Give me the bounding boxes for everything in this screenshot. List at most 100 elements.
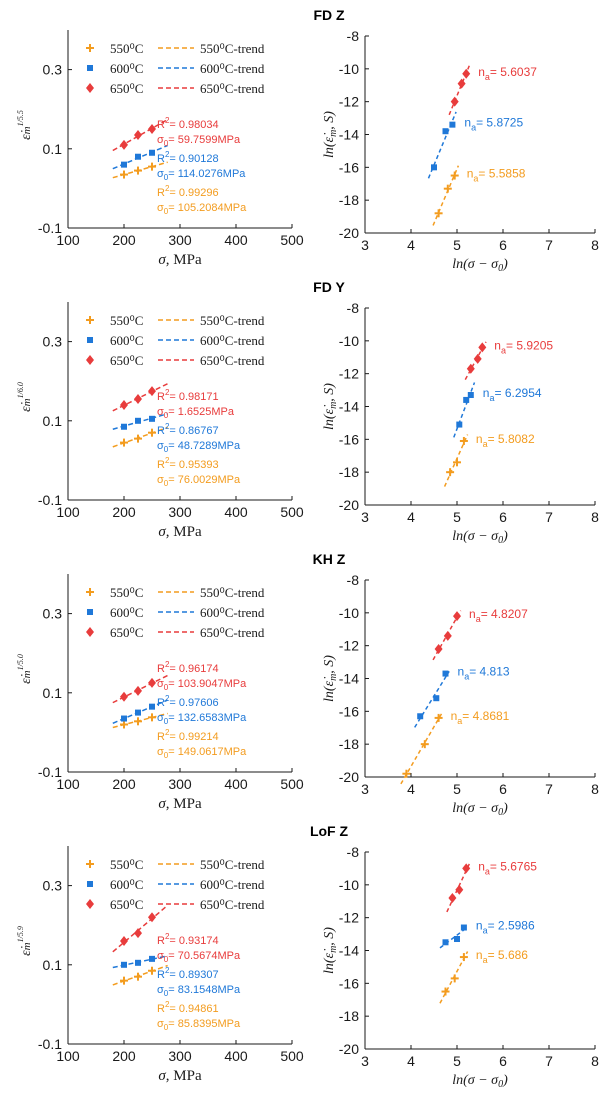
data-point [135, 153, 141, 160]
right-chart: 3 4 5 6 7 8 -20 -18 -16 -14 -12 -10 -8 ln(σ − σ0) ln(ε… [322, 300, 599, 546]
y-tick-label: -8 [347, 572, 360, 588]
legend-trend-label: 550⁰C-trend [200, 585, 265, 600]
x-tick-label: 6 [499, 781, 507, 797]
legend-trend-label: 600⁰C-trend [200, 877, 265, 892]
y-tick-label: -20 [339, 225, 359, 241]
data-point [120, 399, 128, 410]
y-tick-label: -20 [339, 1041, 359, 1057]
sigma0-annotation: σ0= 103.9047MPa [157, 678, 247, 692]
legend-marker [87, 609, 93, 615]
r2-annotation: R2= 0.89307 [157, 966, 219, 981]
data-point [149, 415, 155, 422]
right-chart: 3 4 5 6 7 8 -20 -18 -16 -14 -12 -10 -8 ln(σ − σ0) ln(ε… [322, 844, 599, 1090]
data-point [417, 713, 424, 720]
data-point [446, 468, 455, 477]
x-tick-label: 7 [545, 509, 553, 525]
y-tick-label: -16 [339, 975, 359, 991]
y-tick-label: -12 [339, 366, 359, 382]
r2-annotation: R2= 0.98171 [157, 388, 219, 403]
y-tick-label: -14 [339, 127, 359, 143]
panel-title: LoF Z [310, 823, 349, 839]
y-tick-label: -18 [339, 736, 359, 752]
data-point [148, 713, 156, 722]
legend-label: 600⁰C [110, 877, 143, 892]
y-tick-label: -20 [339, 769, 359, 785]
x-tick-label: 4 [407, 237, 415, 253]
left-chart: 100 200 300 400 500 -0.1 0.1 0.3 σ, MPa ε̇m1/6.0 5… [16, 302, 304, 540]
data-point [121, 423, 127, 430]
x-tick-label: 3 [361, 781, 369, 797]
y-tick-label: -14 [339, 671, 359, 687]
na-label: na= 5.5858 [467, 167, 526, 184]
x-tick-label: 200 [112, 232, 136, 248]
data-point [467, 392, 474, 399]
y-tick-label: -18 [339, 1008, 359, 1024]
x-tick-label: 200 [112, 776, 136, 792]
x-tick-label: 5 [453, 237, 461, 253]
data-point [134, 928, 142, 939]
y-tick-label: -0.1 [38, 764, 62, 780]
legend-marker [86, 627, 94, 637]
sigma0-annotation: σ0= 105.2084MPa [157, 202, 247, 216]
y-axis-label: ε̇m1/5.9 [16, 926, 34, 956]
left-chart: 100 200 300 400 500 -0.1 0.1 0.3 σ, MPa ε̇m1/5.9 5… [16, 846, 304, 1084]
trend-line [112, 964, 168, 986]
data-point [473, 353, 482, 364]
data-point [455, 884, 464, 895]
legend-trend-label: 650⁰C-trend [200, 625, 265, 640]
legend-trend-label: 550⁰C-trend [200, 857, 265, 872]
y-tick-label: -8 [347, 300, 360, 316]
legend-label: 600⁰C [110, 333, 143, 348]
y-axis-label: ln(ε̇m, S) [322, 927, 339, 974]
sigma0-annotation: σ0= 59.7599MPa [157, 134, 241, 148]
panel-1: FD Y 100 200 300 400 500 -0.1 0.1 0.3 σ, MPa ε̇m1/… [16, 279, 599, 546]
legend-marker [86, 44, 94, 52]
y-axis-label: ln(ε̇m, S) [322, 383, 339, 430]
r2-annotation: R2= 0.98034 [157, 116, 219, 131]
sigma0-annotation: σ0= 1.6525MPa [157, 406, 235, 420]
y-axis-label: ε̇m1/5.0 [16, 654, 34, 684]
y-tick-label: 0.3 [43, 334, 63, 350]
x-tick-label: 400 [224, 776, 248, 792]
legend-trend-label: 550⁰C-trend [200, 41, 265, 56]
data-point [121, 161, 127, 168]
legend-marker [86, 316, 94, 324]
legend-label: 600⁰C [110, 605, 143, 620]
data-point [120, 170, 128, 179]
x-tick-label: 4 [407, 781, 415, 797]
data-point [459, 953, 468, 962]
y-tick-label: -12 [339, 94, 359, 110]
data-point [134, 166, 142, 175]
na-label: na= 5.6037 [478, 65, 537, 82]
x-tick-label: 5 [453, 509, 461, 525]
data-point [434, 209, 443, 218]
r2-annotation: R2= 0.86767 [157, 422, 219, 437]
x-axis-label: ln(σ − σ0) [452, 529, 508, 546]
y-axis-label: ln(ε̇m, S) [322, 111, 339, 158]
y-tick-label: 0.1 [43, 957, 63, 973]
legend-marker [86, 588, 94, 596]
legend-trend-label: 650⁰C-trend [200, 897, 265, 912]
trend-line [112, 426, 168, 448]
na-label: na= 6.2954 [483, 386, 542, 403]
data-point [149, 955, 155, 962]
data-point [450, 171, 459, 180]
x-tick-label: 6 [499, 509, 507, 525]
x-tick-label: 8 [591, 781, 599, 797]
x-tick-label: 5 [453, 781, 461, 797]
data-point [462, 863, 471, 874]
x-tick-label: 200 [112, 1048, 136, 1064]
data-point [443, 630, 452, 641]
y-tick-label: 0.3 [43, 878, 63, 894]
legend-label: 650⁰C [110, 81, 143, 96]
data-point [442, 670, 449, 677]
y-axis-label: ε̇m1/6.0 [16, 382, 34, 412]
x-tick-label: 500 [280, 232, 304, 248]
x-axis-label: σ, MPa [158, 524, 202, 540]
data-point [450, 96, 459, 107]
legend-trend-label: 600⁰C-trend [200, 333, 265, 348]
data-point [453, 458, 461, 467]
legend-marker [86, 83, 94, 93]
x-tick-label: 500 [280, 776, 304, 792]
